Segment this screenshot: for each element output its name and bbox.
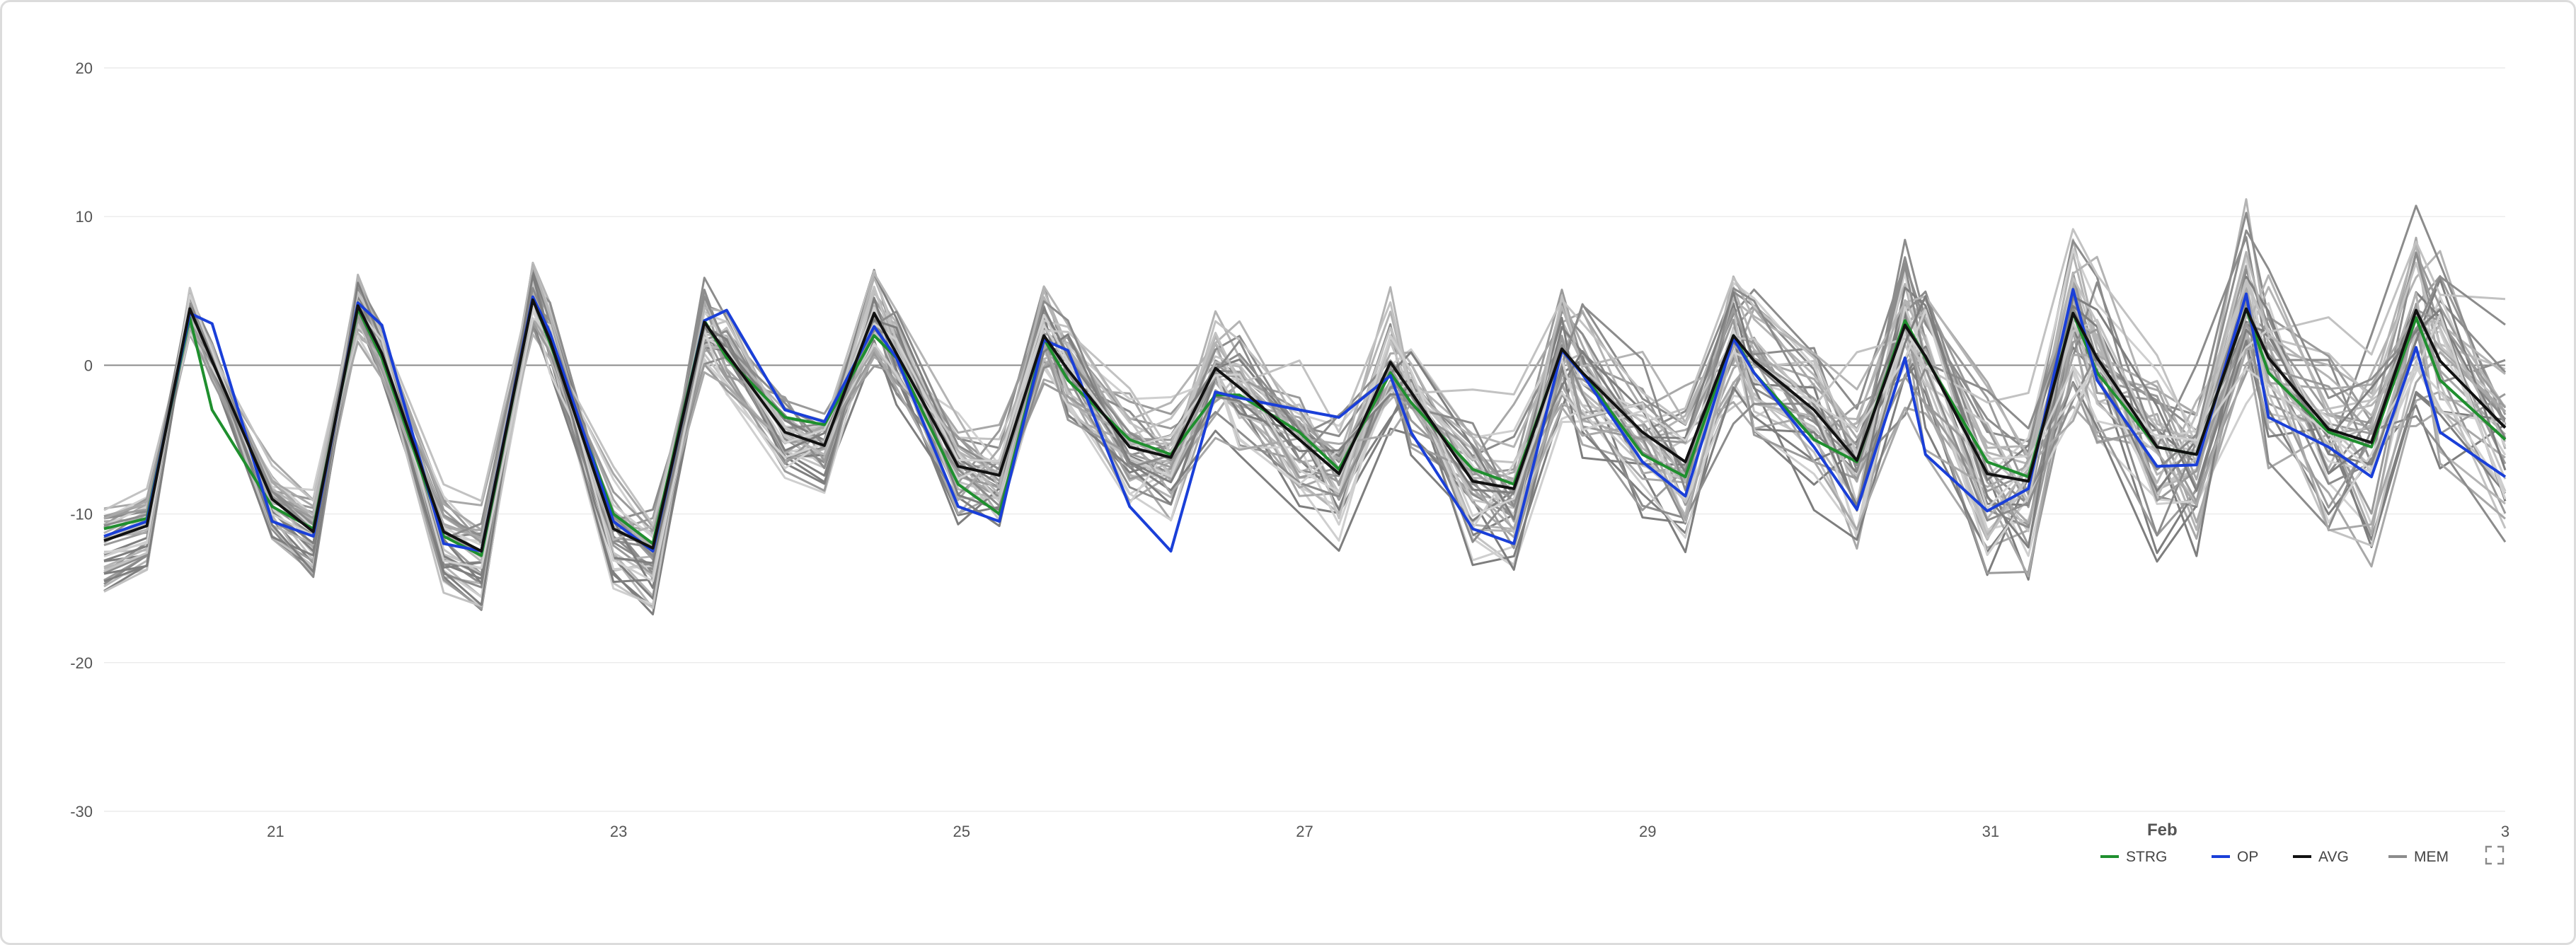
series-line-avg [103,298,2507,553]
y-tick-label: 20 [76,59,93,77]
y-tick-label: -20 [70,654,93,672]
member-series-line [103,251,2506,555]
fullscreen-icon[interactable] [2485,845,2505,865]
main-series-layer [103,288,2507,557]
legend-item-mem[interactable]: MEM [2388,849,2449,865]
y-axis-ticks: 20 10 0 -10 -20 -30 [70,59,93,821]
legend-item-strg[interactable]: STRG [2100,849,2167,865]
legend-label: MEM [2414,849,2449,865]
y-tick-label: 0 [84,356,93,374]
x-tick-label: 21 [267,823,284,840]
legend-item-avg[interactable]: AVG [2293,849,2349,865]
legend-item-op[interactable]: OP [2212,849,2258,865]
x-tick-label: 3 [2501,823,2509,840]
x-tick-label: 29 [1639,823,1656,840]
legend-label: AVG [2318,849,2349,865]
grid-layer [104,67,2505,812]
legend: STRG OP AVG MEM [2100,849,2449,865]
y-tick-label: -10 [70,506,93,523]
x-tick-label: Feb [2147,821,2178,840]
member-series-layer [103,198,2507,615]
member-series-line [103,228,2506,526]
x-axis-ticks: 21 23 25 27 29 31 Feb 3 [267,821,2509,840]
y-tick-label: 10 [76,208,93,226]
x-tick-label: 23 [610,823,627,840]
member-series-line [103,275,2507,606]
legend-label: STRG [2126,849,2167,865]
x-tick-label: 25 [953,823,970,840]
x-tick-label: 31 [1982,823,1999,840]
x-tick-label: 27 [1296,823,1313,840]
member-series-line [103,294,2507,583]
legend-label: OP [2237,849,2258,865]
y-tick-label: -30 [70,803,93,821]
